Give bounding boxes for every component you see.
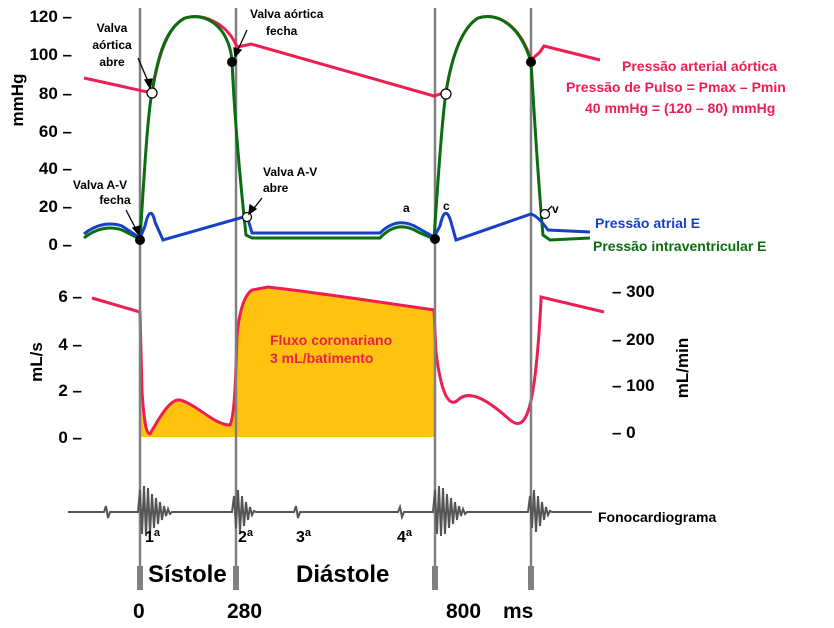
phase-diastole: Diástole xyxy=(296,561,389,588)
sound-1-sup: a xyxy=(154,527,161,539)
tick-0: 0 – xyxy=(48,235,72,254)
legend-ventricular-pressure: Pressão intraventricular E xyxy=(593,238,767,254)
pressure-axis-label: mmHg xyxy=(8,74,27,127)
av-opening-dot-2 xyxy=(539,208,551,220)
sound-3-num: 3 xyxy=(296,529,305,546)
label-wave-v: v xyxy=(552,202,559,216)
flow-tick-2: 2 – xyxy=(58,381,82,400)
flow-rtick-200: – 200 xyxy=(612,330,655,349)
coronary-flow-line xyxy=(91,285,605,436)
x-tick-800: 800 xyxy=(446,600,481,623)
phase-markers xyxy=(137,566,534,590)
aortic-closure-dot-2 xyxy=(526,57,536,67)
tick-60: 60 – xyxy=(39,122,72,141)
pressure-axis: 120 – 100 – 80 – 60 – 40 – 20 – 0 – mmHg xyxy=(8,7,72,254)
tick-80: 80 – xyxy=(39,84,72,103)
aortic-closure-dot xyxy=(227,57,237,67)
label-av-closes-2: fecha xyxy=(99,193,131,207)
valve-markers xyxy=(135,57,551,245)
flow-right-axis-label: mL/min xyxy=(673,338,692,398)
time-axis: 0 280 800 ms xyxy=(133,600,533,623)
arrowhead-aortic-opens xyxy=(143,78,153,90)
x-tick-0: 0 xyxy=(133,600,145,623)
coronary-flow-title: Fluxo coronariano xyxy=(270,332,392,348)
heart-sound-labels: 1a 2a 3a 4a xyxy=(145,527,413,546)
flow-rtick-0: – 0 xyxy=(612,423,636,442)
sound-3-sup: a xyxy=(305,527,312,539)
label-aortic-opens-2: aórtica xyxy=(92,38,132,52)
label-wave-a: a xyxy=(403,201,410,215)
flow-tick-4: 4 – xyxy=(58,335,82,354)
sound-4: 4a xyxy=(397,527,413,546)
tick-100: 100 – xyxy=(29,45,72,64)
label-aortic-opens-1: Valva xyxy=(97,21,128,35)
av-closure-dot-2 xyxy=(430,234,440,244)
coronary-flow-value: 3 mL/batimento xyxy=(270,350,373,366)
aortic-opening-dot-2 xyxy=(440,88,452,100)
x-unit-ms: ms xyxy=(503,600,533,623)
flow-axis-left: 6 – 4 – 2 – 0 – mL/s xyxy=(27,287,82,447)
flow-axis-right: – 300 – 200 – 100 – 0 mL/min xyxy=(612,282,692,442)
label-av-opens-1: Valva A-V xyxy=(263,165,317,179)
cycle-dividers xyxy=(138,8,533,575)
sound-4-sup: a xyxy=(406,527,413,539)
legend-pulse-pressure: Pressão de Pulso = Pmax – Pmin xyxy=(566,79,786,95)
aortic-opening-dot xyxy=(146,87,158,99)
sound-3: 3a xyxy=(296,527,312,546)
tick-40: 40 – xyxy=(39,159,72,178)
sound-2-sup: a xyxy=(247,527,254,539)
arrowhead-av-opens xyxy=(248,203,258,216)
legend-aortic-pressure: Pressão arterial aórtica xyxy=(622,58,777,74)
arrowhead-aortic-closes xyxy=(233,47,243,59)
atrial-pressure-curve xyxy=(83,211,591,242)
aortic-pressure-curve xyxy=(83,15,601,98)
label-aortic-opens-3: abre xyxy=(99,55,125,69)
label-wave-c: c xyxy=(443,199,450,213)
legend-atrial-pressure: Pressão atrial E xyxy=(595,215,700,231)
legend-pulse-calc: 40 mmHg = (120 – 80) mmHg xyxy=(585,100,775,116)
label-aortic-closes-1: Valva aórtica xyxy=(250,7,324,21)
sound-2: 2a xyxy=(238,527,254,546)
annotation-arrows xyxy=(125,29,553,237)
tick-120: 120 – xyxy=(29,7,72,26)
flow-tick-0: 0 – xyxy=(58,428,82,447)
label-av-opens-2: abre xyxy=(263,181,289,195)
flow-tick-6: 6 – xyxy=(58,287,82,306)
label-av-closes-1: Valva A-V xyxy=(73,178,127,192)
flow-rtick-100: – 100 xyxy=(612,376,655,395)
tick-20: 20 – xyxy=(39,197,72,216)
av-closure-dot xyxy=(135,235,145,245)
phonocardiogram-trace xyxy=(68,485,592,537)
x-tick-280: 280 xyxy=(227,600,262,623)
arrow-wave-v xyxy=(546,205,553,212)
pressure-legend: Pressão arterial aórtica Pressão de Puls… xyxy=(566,58,786,254)
flow-rtick-300: – 300 xyxy=(612,282,655,301)
sound-4-num: 4 xyxy=(397,529,406,546)
flow-axis-label: mL/s xyxy=(27,342,46,382)
sound-1-num: 1 xyxy=(145,529,154,546)
sound-2-num: 2 xyxy=(238,529,247,546)
sound-1: 1a xyxy=(145,527,161,546)
coronary-flow-label: Fluxo coronariano 3 mL/batimento xyxy=(270,332,392,366)
label-aortic-closes-2: fecha xyxy=(266,24,298,38)
coronary-flow-area xyxy=(140,287,434,437)
ventricular-pressure-curve xyxy=(83,15,591,242)
arrowhead-av-closes xyxy=(131,225,141,237)
phase-systole: Sístole xyxy=(148,561,227,588)
phonocardiogram-label: Fonocardiograma xyxy=(598,509,716,525)
valve-annotations: Valva aórtica abre Valva aórtica fecha V… xyxy=(73,7,559,216)
av-opening-dot xyxy=(241,211,253,223)
